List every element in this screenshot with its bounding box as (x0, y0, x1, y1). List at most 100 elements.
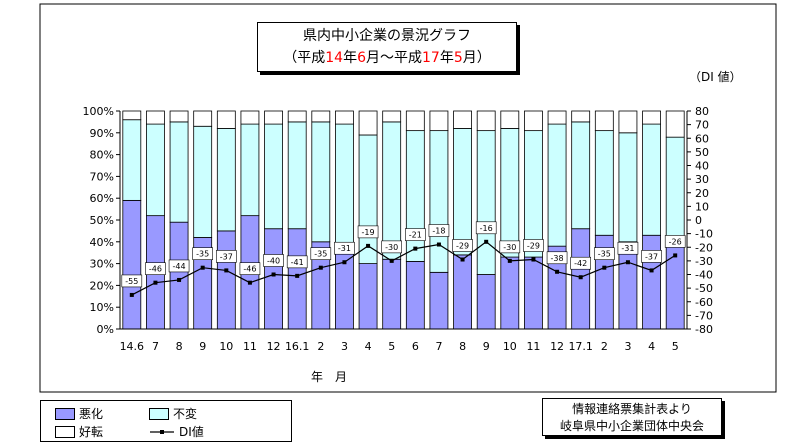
bar-bad (524, 256, 543, 330)
di-point (200, 265, 205, 270)
bar-same (547, 123, 567, 247)
di-data-label: -30 (385, 243, 398, 252)
y2-tick-label: 60 (695, 132, 709, 145)
bar-good (146, 110, 165, 125)
legend-swatch-good (55, 425, 75, 438)
legend-line-di (150, 429, 174, 434)
di-label-box (641, 250, 662, 263)
di-label-box (428, 224, 450, 237)
bar-good (240, 110, 260, 125)
di-point (389, 258, 394, 263)
di-point (224, 268, 229, 273)
bar-same (311, 121, 331, 243)
y-tick-label: 0% (97, 323, 114, 336)
y2-tick-label: 80 (695, 105, 709, 118)
source-line-2: 岐阜県中小企業団体中央会 (559, 419, 704, 433)
bar-good (618, 110, 638, 134)
di-label-box (192, 247, 213, 260)
bar-same (476, 130, 496, 275)
x-tick-label: 6 (412, 340, 419, 353)
legend: 悪化 不変 好転 DI値 (40, 400, 292, 442)
y2-tick-label: -80 (695, 323, 713, 336)
di-label-box (664, 235, 686, 248)
legend-swatch-bad (55, 407, 75, 420)
bar-same (453, 128, 472, 256)
x-tick-label: 7 (435, 340, 442, 353)
di-point (602, 265, 607, 270)
bar-good (571, 110, 591, 123)
x-tick-label: 5 (672, 340, 679, 353)
x-axis-title: 年 月 (311, 370, 347, 384)
bar-good (382, 110, 402, 123)
di-data-label: -35 (314, 250, 327, 259)
y2-tick-label: 70 (695, 119, 709, 132)
di-label-box (121, 274, 143, 288)
di-label-box (475, 221, 497, 235)
bar-same (335, 123, 354, 254)
bar-bad (264, 228, 283, 330)
bar-same (524, 130, 543, 258)
di-label-box (499, 240, 521, 254)
x-tick-label: 10 (219, 340, 233, 353)
di-point (153, 280, 158, 285)
bar-bad (500, 256, 520, 330)
di-data-label: -30 (503, 243, 516, 252)
di-data-label: -42 (574, 259, 587, 268)
bar-same (122, 119, 142, 201)
bar-good (453, 110, 472, 129)
bar-bad (382, 258, 402, 330)
di-point (460, 257, 465, 262)
bar-good (311, 110, 331, 123)
bar-same (618, 132, 638, 243)
y-tick-label: 100% (83, 105, 114, 118)
legend-swatch-same (149, 407, 169, 420)
di-data-label: -44 (173, 262, 186, 271)
di-point (247, 280, 252, 285)
y-tick-label: 60% (90, 192, 114, 205)
bar-bad (287, 228, 307, 330)
di-point (578, 275, 583, 280)
legend-item-same: 不変 (149, 405, 197, 422)
x-tick-label: 5 (388, 340, 395, 353)
y2-tick-label: 30 (695, 173, 709, 186)
bar-same (169, 121, 189, 223)
di-data-label: -35 (196, 250, 209, 259)
bar-good (429, 110, 449, 132)
bar-good (169, 110, 189, 123)
x-tick-label: 4 (365, 340, 372, 353)
y-tick-label: 80% (90, 149, 114, 162)
x-tick-label: 12 (550, 340, 564, 353)
di-data-label: -40 (267, 257, 280, 266)
di-label-box (405, 228, 426, 241)
di-point (342, 260, 347, 265)
di-point (531, 257, 536, 262)
y2-tick-label: -70 (695, 309, 713, 322)
y2-tick-label: -30 (695, 255, 713, 268)
legend-label-same: 不変 (173, 407, 198, 421)
y2-tick-label: 0 (695, 214, 702, 227)
di-data-label: -37 (220, 252, 233, 261)
x-tick-label: 8 (459, 340, 466, 353)
chart-title-box: 県内中小企業の景況グラフ （平成14年6月～平成17年5月） (257, 22, 517, 72)
x-tick-label: 11 (526, 340, 540, 353)
source-note: 情報連絡票集計表より 岐阜県中小企業団体中央会 (542, 398, 722, 436)
bar-good (193, 110, 213, 127)
bar-bad (122, 199, 142, 330)
x-tick-label: 7 (152, 340, 159, 353)
di-point (271, 272, 276, 277)
bar-good (335, 110, 354, 125)
x-tick-label: 2 (317, 340, 324, 353)
di-data-label: -31 (338, 244, 351, 253)
bar-bad (405, 261, 425, 330)
di-data-label: -26 (669, 237, 682, 246)
bar-bad (642, 234, 661, 330)
bar-bad (453, 254, 472, 330)
di-label-box (263, 254, 284, 267)
y-tick-label: 40% (90, 236, 114, 249)
di-point (555, 269, 560, 274)
y-tick-label: 20% (90, 279, 114, 292)
di-label-box (310, 247, 332, 260)
di-point (625, 260, 630, 265)
di-point (413, 246, 418, 251)
di-label-box (357, 225, 379, 239)
